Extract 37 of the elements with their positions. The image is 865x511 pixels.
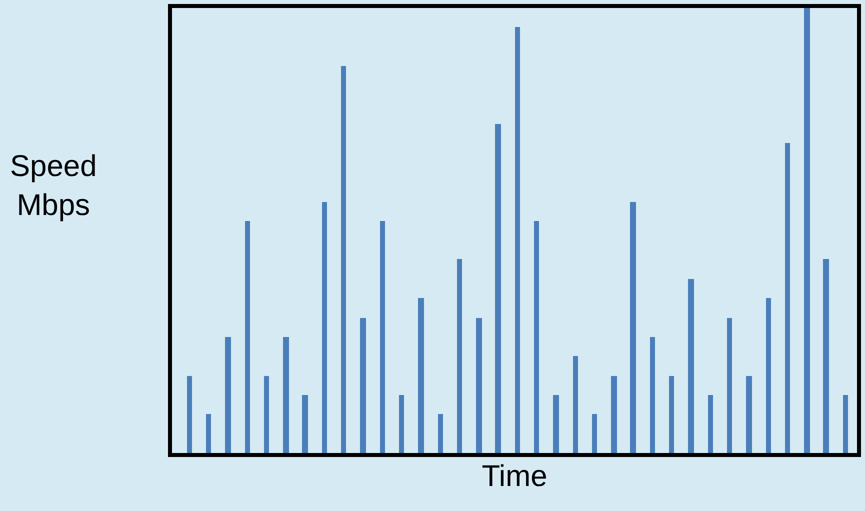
bar xyxy=(804,8,810,453)
bar xyxy=(534,221,539,453)
bar xyxy=(495,124,501,453)
bar xyxy=(785,143,790,453)
bar xyxy=(669,376,674,453)
bar xyxy=(225,337,231,453)
bar xyxy=(708,395,713,453)
bar xyxy=(688,279,694,453)
bar xyxy=(650,337,655,453)
bar xyxy=(843,395,848,453)
bar xyxy=(245,221,250,453)
bar xyxy=(766,298,771,453)
bar xyxy=(611,376,617,453)
bar xyxy=(573,356,578,453)
bar xyxy=(206,414,211,453)
y-axis-title: Speed Mbps xyxy=(10,150,97,222)
bar xyxy=(341,66,346,453)
bar xyxy=(630,202,636,453)
bar xyxy=(592,414,597,453)
bar xyxy=(746,376,752,453)
bar xyxy=(283,337,289,453)
x-axis-title: Time xyxy=(482,460,548,493)
bar xyxy=(380,221,385,453)
bar xyxy=(823,259,829,453)
bar xyxy=(264,376,269,453)
bar xyxy=(553,395,559,453)
bar xyxy=(476,318,482,453)
bar xyxy=(418,298,424,453)
bar xyxy=(515,27,520,453)
bar xyxy=(322,202,327,453)
bar xyxy=(438,414,443,453)
bar xyxy=(399,395,404,453)
bar xyxy=(360,318,366,453)
bar xyxy=(727,318,732,453)
bar xyxy=(187,376,192,453)
bar xyxy=(457,259,462,453)
bar xyxy=(302,395,308,453)
